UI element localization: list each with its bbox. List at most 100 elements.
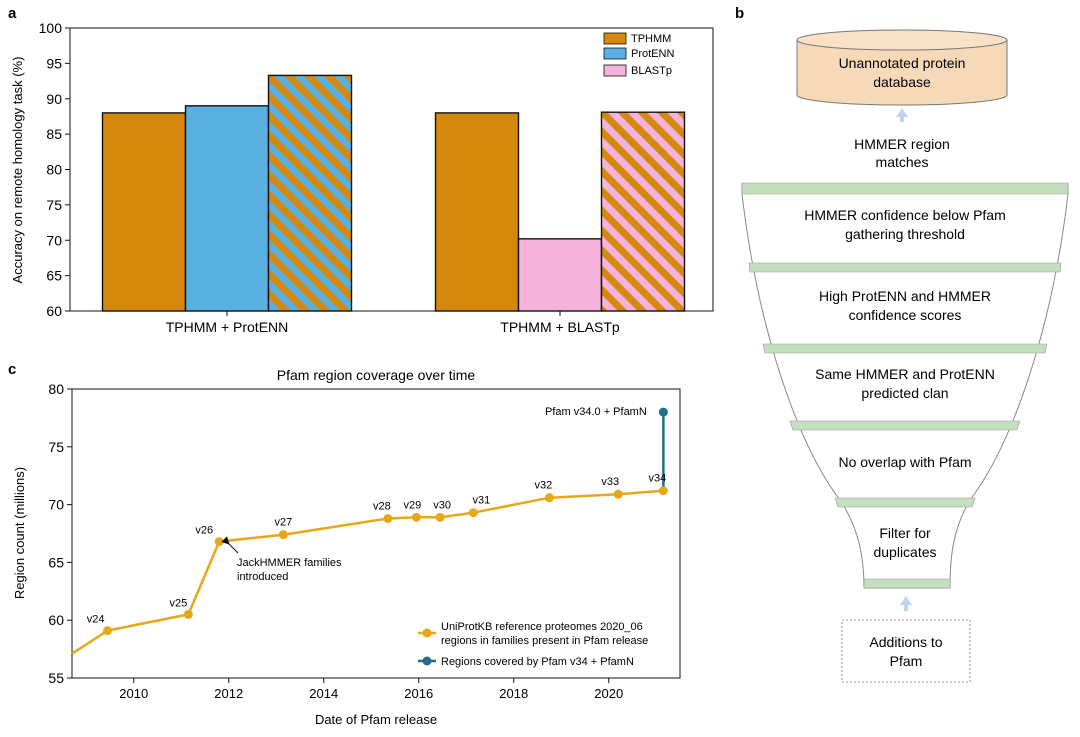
- data-point-v31: [468, 508, 478, 518]
- filter-1-line2: gathering threshold: [845, 226, 965, 242]
- y-tick-label: 80: [48, 381, 64, 397]
- funnel-band-6: [863, 578, 951, 589]
- legend-swatch-blastp: [603, 64, 627, 77]
- filter-3-line2: predicted clan: [861, 385, 948, 401]
- legend-uniprot-line1: UniProtKB reference proteomes 2020_06: [441, 621, 643, 633]
- x-tick-label: 2020: [594, 686, 623, 701]
- data-label-v24: v24: [87, 614, 105, 626]
- data-point-v32: [544, 493, 554, 503]
- y-tick-label: 100: [39, 20, 63, 36]
- filter-2-line1: High ProtENN and HMMER: [819, 288, 991, 304]
- data-label-v30: v30: [433, 499, 451, 511]
- legend-uniprot-line2: regions in families present in Pfam rele…: [441, 635, 648, 647]
- legend-label-tphmm: TPHMM: [631, 33, 671, 45]
- data-point-v30: [435, 512, 445, 522]
- y-tick-label: 60: [46, 303, 62, 319]
- data-label-v32: v32: [535, 480, 553, 492]
- panel-a-label: a: [8, 5, 17, 22]
- data-point-v26: [214, 537, 224, 547]
- panel-c-label: c: [8, 361, 16, 378]
- matches-label-line2: matches: [876, 154, 929, 170]
- x-tick-label: 2010: [119, 686, 148, 701]
- data-point-v29: [411, 512, 421, 522]
- annotation-jackhmmer-line2: introduced: [237, 571, 288, 583]
- data-label-v28: v28: [373, 500, 391, 512]
- annotation-pfamn: Pfam v34.0 + PfamN: [545, 406, 647, 418]
- bar-tphmm-protenn-protenn: [184, 105, 270, 312]
- x-tick-label: 2016: [404, 686, 433, 701]
- y-tick-label: 95: [46, 55, 62, 71]
- panel-c-y-axis: 55 60 65 70 75 80: [48, 381, 72, 686]
- bar-tphmm-blastp-tphmm: [434, 112, 520, 312]
- data-label-v27: v27: [275, 517, 293, 529]
- annotation-jackhmmer-line1: JackHMMER families: [237, 557, 342, 569]
- legend-label-blastp: BLASTp: [631, 65, 672, 77]
- panel-c-y-axis-label: Region count (millions): [12, 467, 27, 599]
- y-tick-label: 55: [48, 670, 64, 686]
- y-tick-label: 75: [46, 197, 62, 213]
- matches-label-line1: HMMER region: [854, 136, 950, 152]
- bar-tphmm-protenn-combined: [267, 74, 353, 312]
- panel-a-x-axis: TPHMM + ProtENN TPHMM + BLASTp: [166, 311, 620, 335]
- x-tick-label: 2018: [499, 686, 528, 701]
- database-label-line2: database: [873, 74, 931, 90]
- legend-marker-pfamn: [422, 656, 432, 666]
- panel-a-y-axis: 60 65 70 75 80 85 90 95 100: [39, 20, 70, 319]
- y-tick-label: 80: [46, 162, 62, 178]
- data-label-v34: v34: [649, 473, 667, 485]
- arrow-up-icon: [900, 596, 912, 611]
- panel-c-title: Pfam region coverage over time: [277, 367, 476, 383]
- x-tick-label: 2012: [214, 686, 243, 701]
- panel-a-bars: [101, 74, 686, 312]
- y-tick-label: 70: [48, 497, 64, 513]
- y-tick-label: 60: [48, 612, 64, 628]
- y-tick-label: 75: [48, 439, 64, 455]
- y-tick-label: 90: [46, 91, 62, 107]
- data-point-pfamn: [658, 407, 668, 417]
- data-point-v33: [613, 489, 623, 499]
- bar-tphmm-protenn-tphmm: [101, 112, 187, 312]
- bar-tphmm-blastp-blastp: [517, 238, 603, 312]
- data-point-v27: [278, 530, 288, 540]
- funnel-band-5: [834, 497, 976, 508]
- filter-5-line1: Filter for: [879, 525, 931, 541]
- panel-a-y-axis-label: Accuracy on remote homology task (%): [10, 57, 25, 284]
- database-label-line1: Unannotated protein: [839, 55, 966, 71]
- data-label-v26: v26: [195, 525, 213, 537]
- funnel-band-4: [789, 420, 1021, 431]
- funnel-band-3: [762, 343, 1048, 354]
- data-label-v29: v29: [404, 499, 422, 511]
- data-point-v24: [103, 626, 113, 636]
- legend-swatch-tphmm: [603, 32, 627, 45]
- panel-b-label: b: [735, 5, 744, 22]
- data-point-v25: [183, 609, 193, 619]
- annotation-arrow: [221, 536, 239, 554]
- database-top: [796, 29, 1008, 51]
- panel-c-legend: UniProtKB reference proteomes 2020_06 re…: [418, 621, 648, 668]
- data-label-v25: v25: [170, 597, 188, 609]
- x-tick-label: TPHMM + BLASTp: [500, 319, 620, 335]
- filter-2-line2: confidence scores: [849, 307, 962, 323]
- database-body: [796, 40, 1008, 106]
- panel-b-funnel-diagram: Unannotated protein database HMMER regio…: [741, 29, 1069, 683]
- additions-line2: Pfam: [890, 653, 923, 669]
- panel-c-series: v24 v25 v26 v27 v28 v29 v30 v31 v32 v33 v34: [71, 407, 668, 655]
- filter-4-line1: No overlap with Pfam: [838, 454, 971, 470]
- data-point-v34: [658, 486, 668, 496]
- legend-pfamn-label: Regions covered by Pfam v34 + PfamN: [441, 656, 634, 668]
- y-tick-label: 70: [46, 232, 62, 248]
- funnel-band-2: [748, 262, 1062, 273]
- x-tick-label: TPHMM + ProtENN: [166, 319, 289, 335]
- data-point-v28: [383, 513, 393, 523]
- panel-c-plot-frame: [71, 388, 681, 679]
- filter-1-line1: HMMER confidence below Pfam: [804, 207, 1006, 223]
- panel-a-legend: TPHMM ProtENN BLASTp: [603, 32, 674, 77]
- additions-line1: Additions to: [869, 634, 942, 650]
- additions-box: [841, 619, 971, 683]
- database-cylinder: Unannotated protein database: [796, 29, 1008, 106]
- x-tick-label: 2014: [309, 686, 338, 701]
- legend-marker-uniprot: [422, 628, 432, 638]
- filter-5-line2: duplicates: [873, 544, 936, 560]
